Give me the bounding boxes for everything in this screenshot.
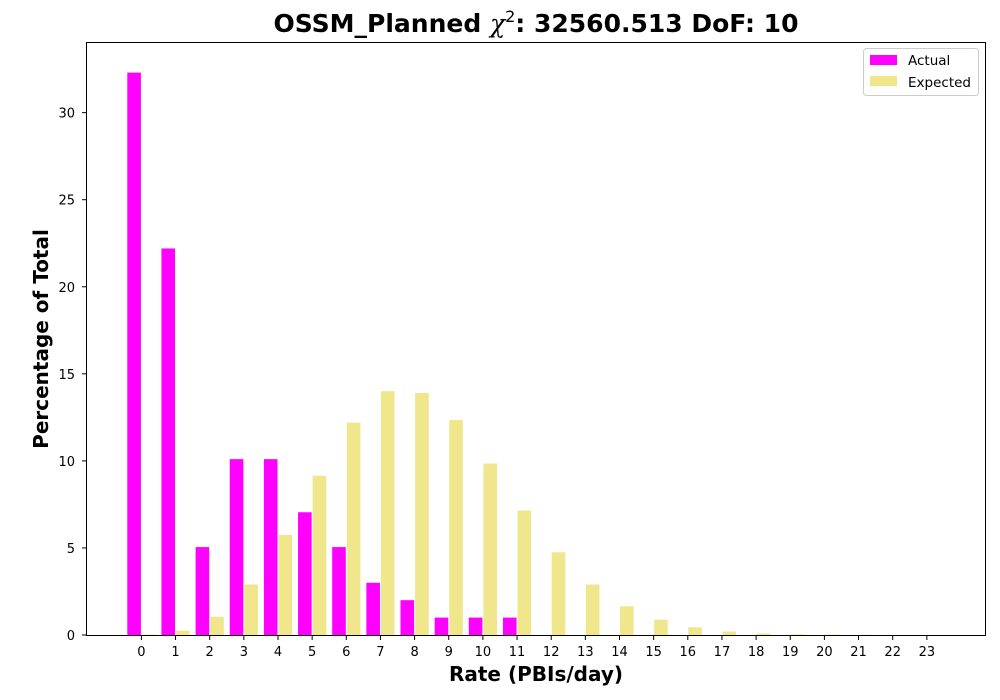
- x-tick-label: 8: [410, 645, 418, 660]
- x-axis-title: Rate (PBIs/day): [449, 662, 623, 686]
- bar-actual-5: [298, 512, 312, 635]
- legend: Actual Expected: [863, 48, 979, 96]
- legend-label-expected: Expected: [908, 75, 971, 91]
- legend-swatch-expected: [870, 76, 897, 86]
- bar-expected-12: [551, 552, 566, 635]
- bar-actual-6: [332, 547, 346, 635]
- bar-expected-18: [756, 633, 771, 635]
- x-axis-ticks: 0 1 2 3 4 5 6 7 8 9 10 11 12 13 14 15 16 17 18 19 20 21 22 23: [137, 635, 935, 660]
- x-tick-label: 4: [274, 645, 282, 660]
- bar-expected-6: [346, 422, 361, 635]
- x-tick-label: 14: [611, 645, 628, 660]
- x-tick-label: 12: [543, 645, 560, 660]
- legend-label-actual: Actual: [908, 53, 950, 69]
- bar-actual-4: [263, 459, 278, 635]
- bar-expected-9: [449, 419, 463, 635]
- bar-expected-14: [620, 606, 634, 635]
- x-tick-label: 13: [577, 645, 594, 660]
- plot-frame: [86, 42, 986, 636]
- bar-actual-3: [229, 459, 244, 635]
- y-tick-label: 25: [58, 194, 75, 209]
- bar-expected-5: [312, 475, 327, 635]
- x-tick-label: 11: [509, 645, 526, 660]
- bar-expected-10: [483, 463, 497, 635]
- x-tick-label: 10: [475, 645, 492, 660]
- x-tick-label: 22: [884, 645, 901, 660]
- x-tick-label: 17: [714, 645, 731, 660]
- bar-actual-1: [161, 248, 176, 635]
- bar-actual-0: [127, 72, 141, 636]
- bar-expected-11: [517, 510, 532, 635]
- y-tick-label: 20: [58, 281, 75, 296]
- x-tick-label: 7: [376, 645, 384, 660]
- bar-expected-3: [244, 584, 258, 635]
- x-tick-label: 6: [342, 645, 350, 660]
- x-tick-label: 2: [206, 645, 214, 660]
- y-tick-label: 5: [67, 542, 75, 557]
- bar-actual-8: [400, 600, 415, 635]
- bar-expected-17: [722, 631, 737, 635]
- x-tick-label: 15: [645, 645, 662, 660]
- chart-title-superscript: 2: [505, 7, 515, 26]
- y-tick-label: 15: [58, 368, 75, 383]
- bar-actual-11: [502, 617, 517, 635]
- x-tick-label: 19: [782, 645, 799, 660]
- bars-group: [127, 72, 873, 636]
- x-tick-label: 21: [850, 645, 867, 660]
- bar-expected-16: [688, 627, 702, 635]
- x-tick-label: 18: [748, 645, 765, 660]
- bar-actual-7: [366, 582, 380, 635]
- chart-title-suffix: : 32560.513 DoF: 10: [515, 9, 798, 38]
- bar-expected-19: [790, 634, 805, 635]
- chart-title-symbol: χ: [488, 9, 507, 38]
- y-tick-label: 10: [58, 455, 75, 470]
- bar-expected-15: [654, 619, 668, 635]
- x-tick-label: 1: [171, 645, 179, 660]
- chart-title-prefix: OSSM_Planned: [274, 9, 490, 38]
- bar-expected-4: [278, 534, 293, 635]
- y-tick-label: 30: [58, 107, 75, 122]
- y-tick-label: 0: [67, 629, 75, 644]
- x-tick-label: 23: [919, 645, 936, 660]
- x-tick-label: 16: [680, 645, 697, 660]
- x-tick-label: 9: [445, 645, 453, 660]
- bar-actual-10: [468, 617, 483, 635]
- bar-expected-1: [176, 630, 190, 635]
- bar-expected-8: [415, 392, 429, 635]
- bar-expected-2: [210, 616, 224, 635]
- bar-expected-0: [141, 634, 156, 635]
- x-tick-label: 0: [137, 645, 145, 660]
- x-tick-label: 5: [308, 645, 316, 660]
- x-tick-label: 3: [240, 645, 248, 660]
- chart-title: OSSM_Planned χ2: 32560.513 DoF: 10: [274, 7, 799, 38]
- bar-actual-2: [195, 547, 210, 635]
- bar-actual-9: [434, 617, 449, 635]
- y-axis-title: Percentage of Total: [29, 229, 53, 449]
- bar-expected-7: [380, 391, 395, 635]
- bar-expected-13: [585, 584, 600, 635]
- y-axis-ticks: 0 5 10 15 20 25 30: [58, 107, 87, 644]
- x-tick-label: 20: [816, 645, 833, 660]
- legend-swatch-actual: [870, 55, 897, 65]
